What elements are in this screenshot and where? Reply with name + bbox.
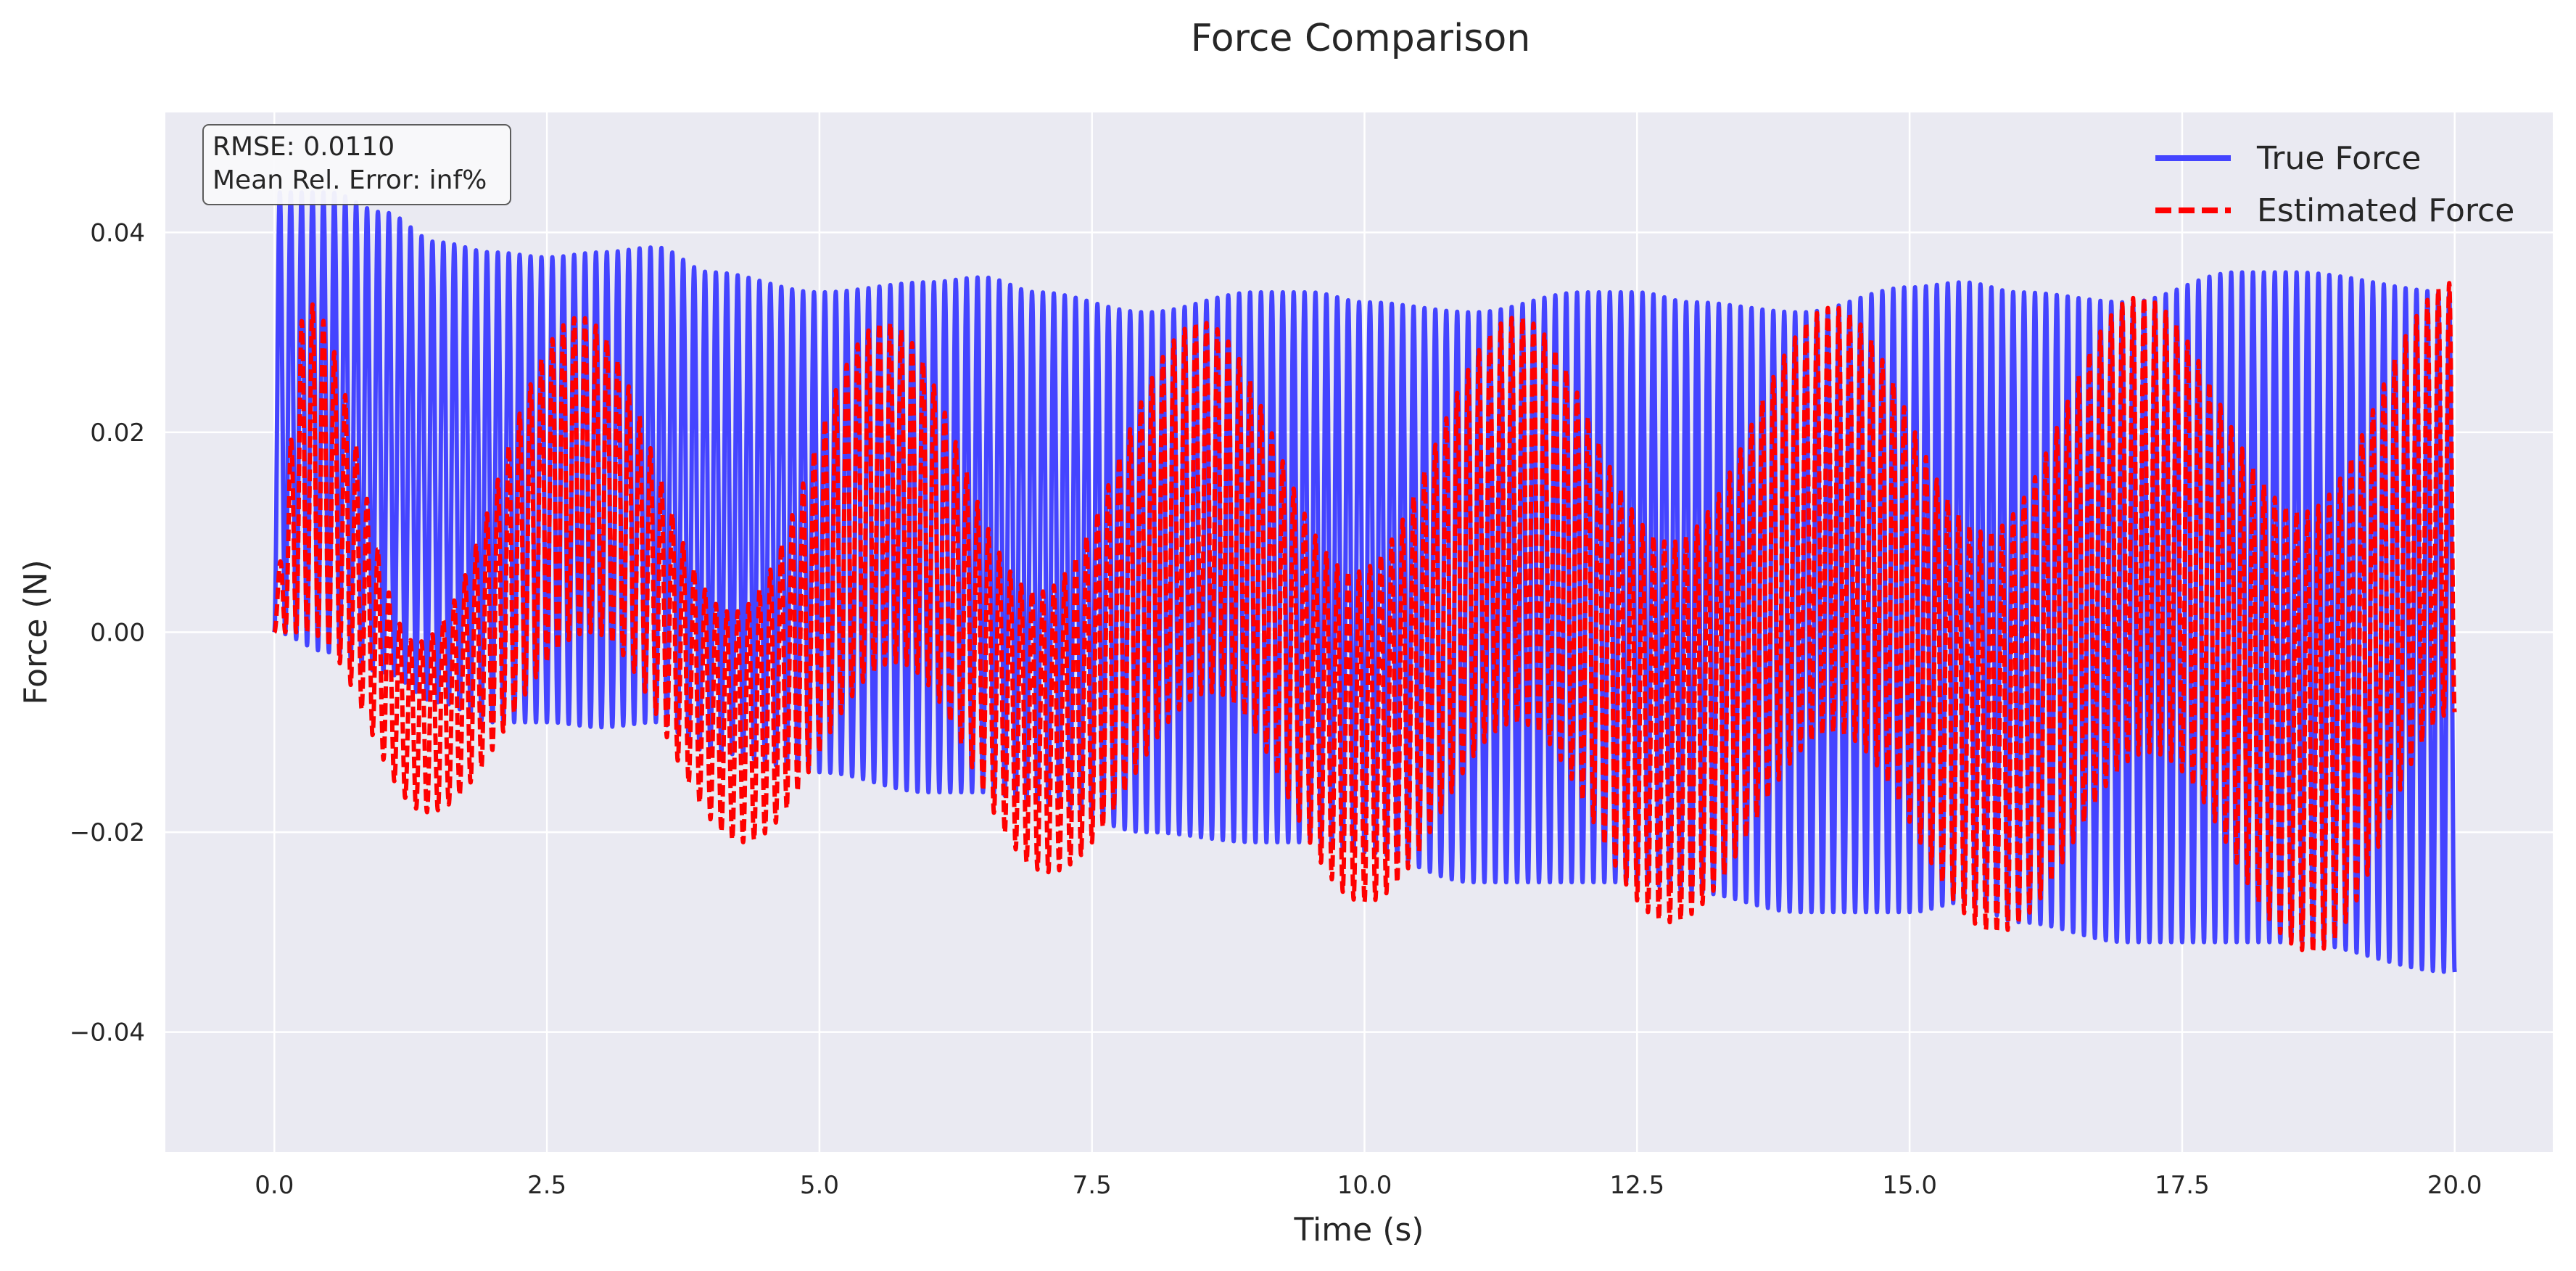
y-tick-label: 0.00 xyxy=(90,619,145,648)
legend-label-true-force: True Force xyxy=(2256,140,2422,177)
y-axis-label: Force (N) xyxy=(17,559,54,704)
x-tick-label: 20.0 xyxy=(2427,1171,2482,1200)
x-tick-label: 2.5 xyxy=(527,1171,566,1200)
series-layer xyxy=(272,190,2457,974)
legend-label-estimated-force: Estimated Force xyxy=(2257,192,2514,229)
y-tick-label: 0.02 xyxy=(90,419,145,448)
estimated-force-line xyxy=(272,281,2457,955)
x-tick-label: 15.0 xyxy=(1882,1171,1937,1200)
stats-annotation: RMSE: 0.0110 Mean Rel. Error: inf% xyxy=(202,124,511,205)
rmse-text: RMSE: 0.0110 xyxy=(212,132,395,162)
y-axis-ticks: 0.04 0.02 0.00 −0.02 −0.04 xyxy=(70,218,145,1047)
x-tick-label: 10.0 xyxy=(1337,1171,1392,1200)
x-tick-label: 17.5 xyxy=(2155,1171,2210,1200)
mean-rel-error-text: Mean Rel. Error: inf% xyxy=(212,165,487,195)
chart-title: Force Comparison xyxy=(1191,17,1531,60)
legend: True Force Estimated Force xyxy=(2155,140,2514,229)
y-tick-label: −0.04 xyxy=(70,1019,145,1048)
y-tick-label: −0.02 xyxy=(70,818,145,847)
x-tick-label: 0.0 xyxy=(255,1171,294,1200)
x-tick-label: 7.5 xyxy=(1073,1171,1112,1200)
x-tick-label: 5.0 xyxy=(800,1171,839,1200)
x-axis-ticks: 0.0 2.5 5.0 7.5 10.0 12.5 15.0 17.5 20.0 xyxy=(255,1171,2482,1200)
x-axis-label: Time (s) xyxy=(1294,1212,1424,1249)
y-tick-label: 0.04 xyxy=(90,218,145,247)
x-tick-label: 12.5 xyxy=(1609,1171,1664,1200)
